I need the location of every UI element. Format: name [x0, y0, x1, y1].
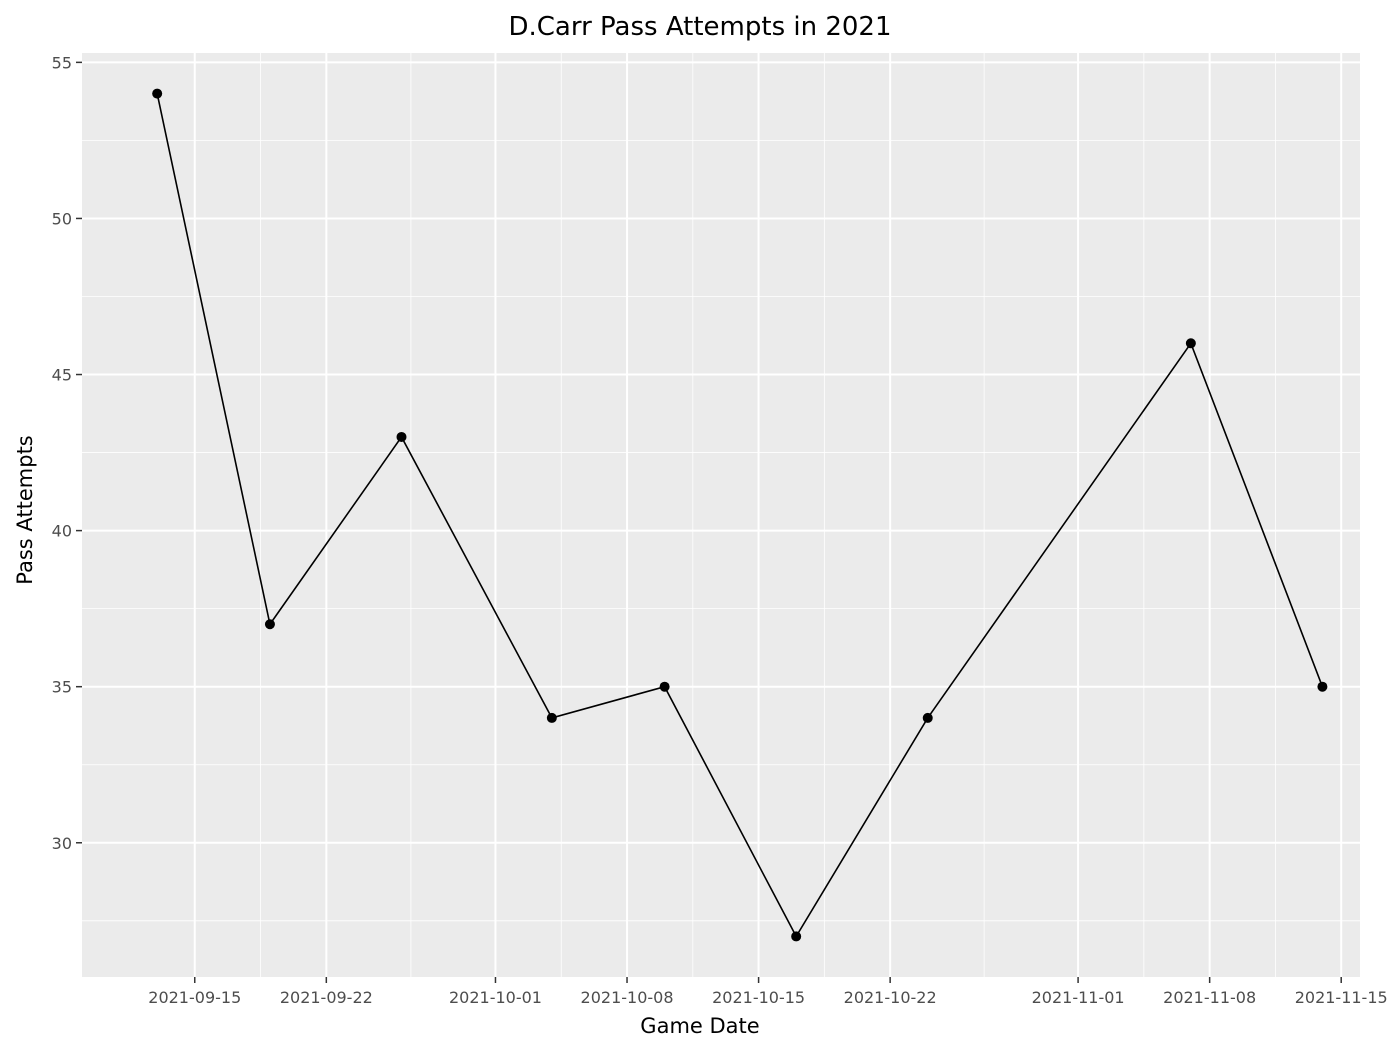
- y-tick-label: 45: [52, 366, 72, 385]
- minor-gridlines: [82, 53, 1360, 977]
- data-point: [264, 619, 275, 630]
- data-point: [791, 931, 802, 942]
- plot-panel: [82, 53, 1360, 977]
- data-point: [659, 681, 670, 692]
- major-gridlines: [82, 53, 1360, 977]
- data-point: [152, 88, 163, 99]
- y-tick-label: 55: [52, 53, 72, 72]
- x-tick-label: 2021-10-01: [449, 988, 542, 1007]
- x-axis-title: Game Date: [640, 1014, 759, 1038]
- data-point: [1185, 338, 1196, 349]
- y-axis-title: Pass Attempts: [13, 435, 37, 585]
- x-tick-label: 2021-11-08: [1163, 988, 1256, 1007]
- tick-labels: 30 35 40 45 50 55 2021-09-15 2021-09-22 2021-10-…: [52, 53, 1388, 1007]
- series-layer: [152, 88, 1328, 942]
- data-point: [396, 431, 407, 442]
- x-tick-label: 2021-11-01: [1032, 988, 1125, 1007]
- x-tick-label: 2021-09-22: [280, 988, 373, 1007]
- data-point: [922, 712, 933, 723]
- x-tick-label: 2021-10-08: [581, 988, 674, 1007]
- x-tick-label: 2021-11-15: [1295, 988, 1388, 1007]
- y-tick-label: 35: [52, 678, 72, 697]
- axis-ticks: [76, 61, 1342, 983]
- chart-title: D.Carr Pass Attempts in 2021: [508, 12, 891, 42]
- x-tick-label: 2021-09-15: [148, 988, 241, 1007]
- y-tick-label: 50: [52, 209, 72, 228]
- y-tick-label: 40: [52, 522, 72, 541]
- data-point: [1317, 681, 1328, 692]
- data-point: [546, 712, 557, 723]
- x-tick-label: 2021-10-15: [712, 988, 805, 1007]
- y-tick-label: 30: [52, 834, 72, 853]
- x-tick-label: 2021-10-22: [844, 988, 937, 1007]
